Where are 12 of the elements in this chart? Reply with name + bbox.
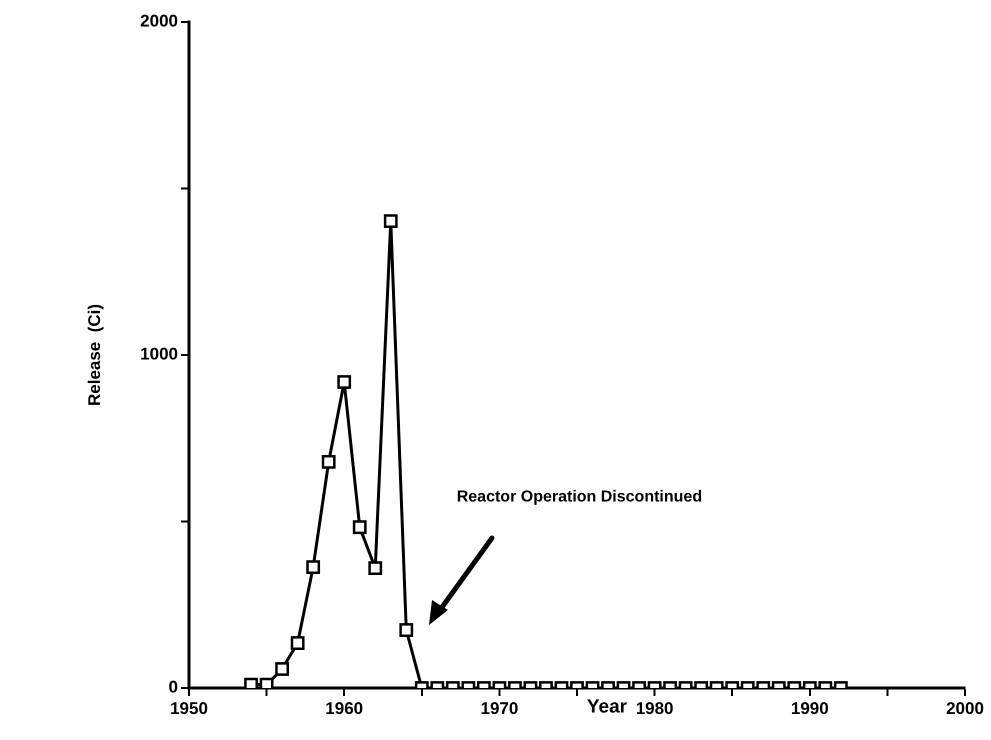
y-tick-label: 1000: [140, 344, 178, 364]
x-tick-label: 2000: [946, 698, 984, 718]
x-tick-label: 1970: [480, 698, 518, 718]
y-tick-label: 2000: [140, 12, 178, 31]
x-axis-title: Year: [586, 696, 628, 718]
annotation: Reactor Operation Discontinued: [456, 488, 702, 506]
x-tick-label: 1960: [325, 698, 364, 718]
x-tick-label: 1950: [170, 698, 208, 718]
x-tick-label: 1980: [636, 698, 674, 718]
y-axis-title: Release (Ci): [84, 304, 104, 406]
y-tick-label: 0: [168, 678, 178, 697]
x-tick-label: 1990: [790, 698, 829, 718]
